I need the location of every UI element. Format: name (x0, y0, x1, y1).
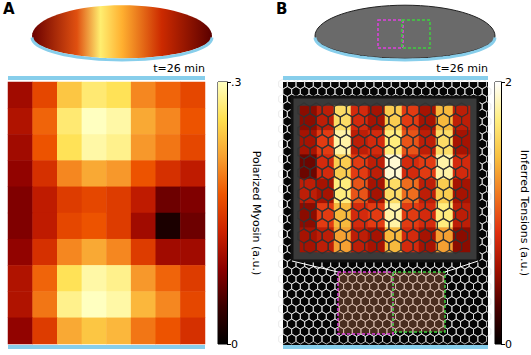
svg-text:0: 0 (505, 338, 512, 351)
svg-text:0: 0 (231, 338, 238, 351)
svg-text:Polarized Myosin (a.u.): Polarized Myosin (a.u.) (250, 151, 263, 276)
svg-text:.3: .3 (231, 76, 242, 89)
svg-text:t=26 min: t=26 min (153, 62, 205, 75)
svg-text:A: A (3, 0, 15, 18)
svg-text:t=26 min: t=26 min (436, 62, 488, 75)
svg-text:2: 2 (505, 76, 512, 89)
svg-text:B: B (276, 0, 287, 18)
svg-text:Inferred Tensions (a.u.): Inferred Tensions (a.u.) (518, 150, 531, 276)
